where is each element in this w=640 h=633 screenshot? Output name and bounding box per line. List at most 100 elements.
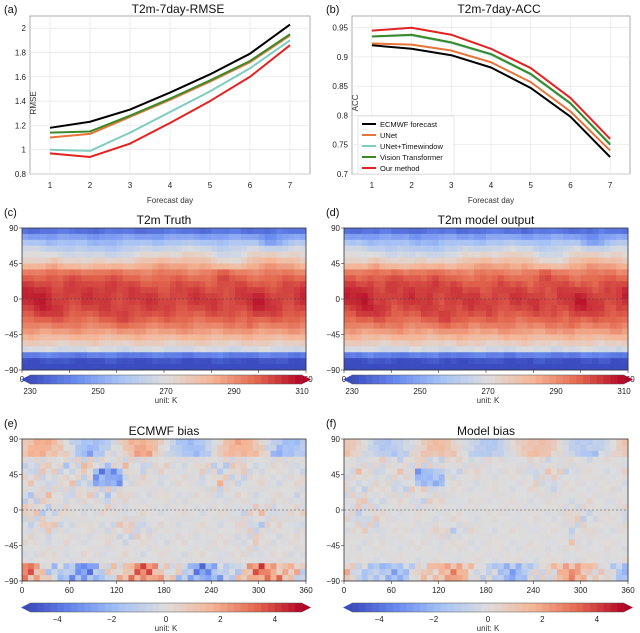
heatmap-cell xyxy=(57,439,64,446)
heatmap-cell xyxy=(533,515,540,523)
heatmap-cell xyxy=(385,504,392,511)
heatmap-cell xyxy=(551,293,558,300)
heatmap-cell xyxy=(438,539,445,546)
heatmap-cell xyxy=(282,316,289,324)
heatmap-cell xyxy=(385,257,392,264)
heatmap-cell xyxy=(415,521,422,529)
heatmap-cell xyxy=(616,334,623,341)
heatmap-cell xyxy=(158,563,165,570)
heatmap-cell xyxy=(116,492,123,499)
heatmap-cell xyxy=(497,569,505,576)
heatmap-cell xyxy=(426,358,434,365)
heatmap-cell xyxy=(229,299,236,306)
heatmap-cell xyxy=(181,515,189,523)
heatmap-cell xyxy=(503,515,511,523)
heatmap-cell xyxy=(420,293,428,300)
heatmap-cell xyxy=(557,239,564,247)
heatmap-cell xyxy=(545,456,552,464)
heatmap-cell xyxy=(391,456,398,464)
heatmap-cell xyxy=(373,545,380,552)
y-tick-label: −90 xyxy=(4,366,18,375)
heatmap-cell xyxy=(397,334,404,341)
heatmap-cell xyxy=(258,521,265,529)
heatmap-cell xyxy=(403,310,410,318)
heatmap-cell xyxy=(622,450,629,458)
heatmap-cell xyxy=(211,358,218,365)
heatmap-cell xyxy=(288,480,295,487)
heatmap-cell xyxy=(385,228,392,235)
heatmap-cell xyxy=(568,358,576,365)
heatmap-cell xyxy=(580,539,587,546)
heatmap-cell xyxy=(622,281,629,288)
colorbar-segment xyxy=(535,375,543,384)
heatmap-cell xyxy=(229,545,236,552)
heatmap-cell xyxy=(128,281,135,288)
heatmap-cell xyxy=(288,450,295,458)
heatmap-cell xyxy=(87,504,94,511)
heatmap-cell xyxy=(270,340,277,347)
heatmap-cell xyxy=(175,444,183,452)
heatmap-cell xyxy=(199,515,206,523)
heatmap-cell xyxy=(486,310,493,318)
heatmap-cell xyxy=(240,310,248,318)
heatmap-cell xyxy=(122,510,129,517)
heatmap-cell xyxy=(22,316,29,324)
heatmap-cell xyxy=(282,322,289,329)
heatmap-cell xyxy=(134,334,141,341)
heatmap-cell xyxy=(379,239,386,247)
heatmap-cell xyxy=(486,322,493,329)
heatmap-cell xyxy=(533,269,540,276)
heatmap-cell xyxy=(211,275,218,282)
heatmap-cell xyxy=(264,340,271,347)
heatmap-cell xyxy=(87,569,94,576)
heatmap-cell xyxy=(533,299,540,306)
heatmap-cell xyxy=(533,340,540,347)
heatmap-cell xyxy=(193,239,200,247)
heatmap-cell xyxy=(616,486,623,493)
heatmap-cell xyxy=(217,510,224,517)
heatmap-cell xyxy=(415,551,422,558)
heatmap-cell xyxy=(533,304,540,312)
heatmap-cell xyxy=(480,569,487,576)
heatmap-cell xyxy=(63,533,70,540)
heatmap-cell xyxy=(63,521,70,529)
heatmap-cell xyxy=(81,450,88,458)
heatmap-cell xyxy=(282,334,289,341)
heatmap-cell xyxy=(344,545,351,552)
heatmap-cell xyxy=(217,364,224,371)
heatmap-cell xyxy=(462,450,469,458)
heatmap-cell xyxy=(152,310,159,318)
heatmap-cell xyxy=(533,233,540,241)
heatmap-cell xyxy=(568,492,576,499)
heatmap-cell xyxy=(568,563,576,570)
heatmap-cell xyxy=(586,504,593,511)
colorbar-segment xyxy=(488,375,496,384)
heatmap-cell xyxy=(622,510,629,517)
heatmap-cell xyxy=(169,545,177,552)
heatmap-cell xyxy=(175,563,183,570)
heatmap-cell xyxy=(264,569,271,576)
heatmap-cell xyxy=(355,456,363,464)
heatmap-cell xyxy=(480,239,487,247)
heatmap-cell xyxy=(598,239,605,247)
heatmap-cell xyxy=(110,239,118,247)
colorbar-segment xyxy=(583,375,591,384)
heatmap-cell xyxy=(276,563,283,570)
heatmap-cell xyxy=(240,228,248,235)
x-tick-label: 1 xyxy=(48,181,53,190)
heatmap-cell xyxy=(270,352,277,359)
heatmap-cell xyxy=(223,346,230,353)
heatmap-cell xyxy=(211,269,218,276)
heatmap-cell xyxy=(361,539,369,546)
colorbar-segment xyxy=(70,603,78,612)
heatmap-cell xyxy=(294,358,301,365)
heatmap-cell xyxy=(93,239,100,247)
colorbar-tick-label: 310 xyxy=(295,387,309,396)
heatmap-cell xyxy=(622,492,629,499)
heatmap-cell xyxy=(33,293,41,300)
heatmap-cell xyxy=(116,557,123,564)
heatmap-cell xyxy=(258,575,265,582)
heatmap-cell xyxy=(45,539,52,546)
heatmap-cell xyxy=(294,364,301,371)
heatmap-cell xyxy=(349,322,357,329)
